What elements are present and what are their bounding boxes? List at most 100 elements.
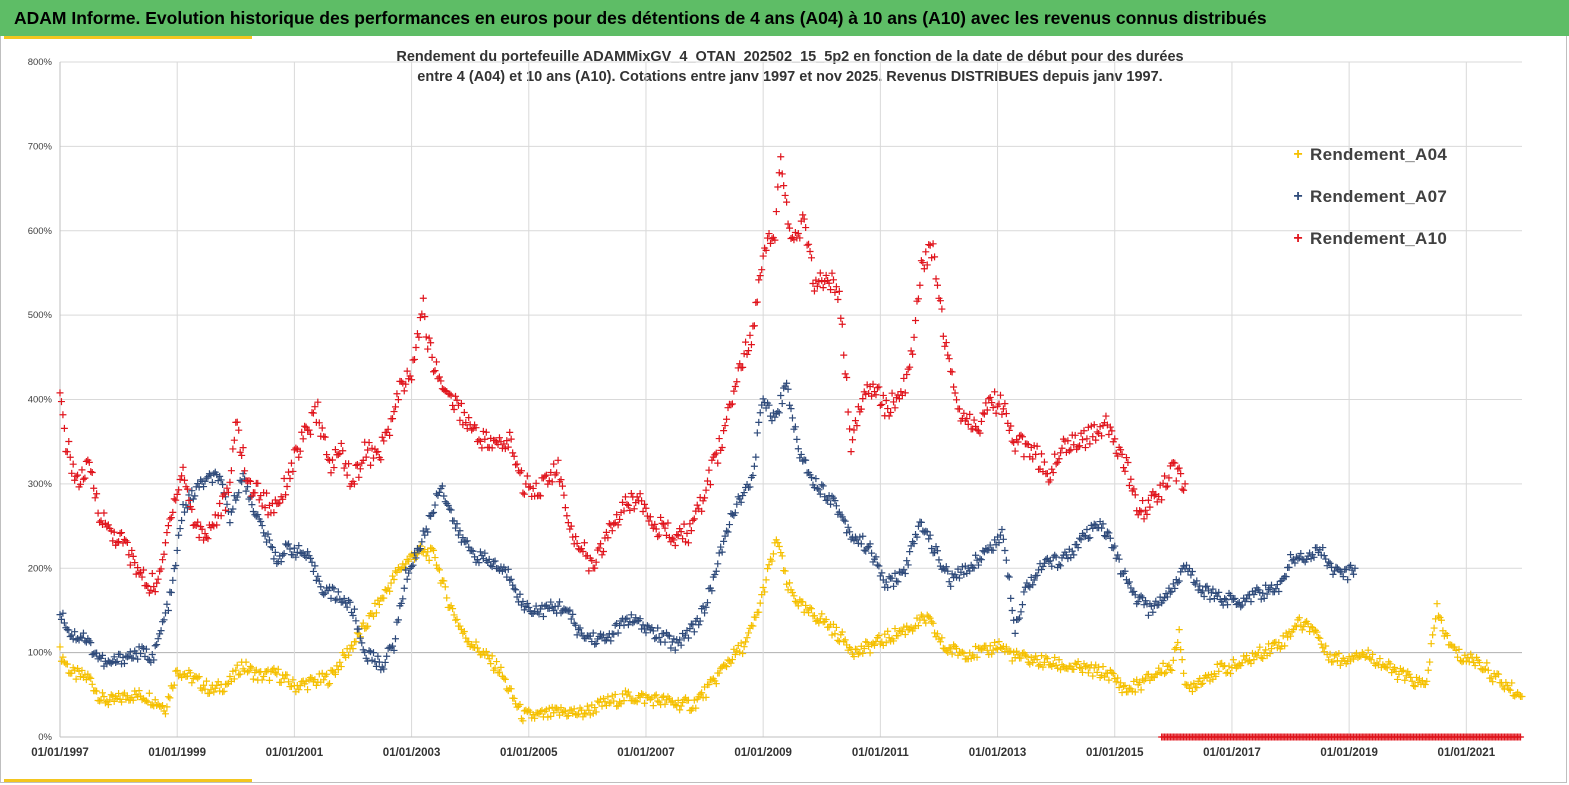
- point-a04: [632, 697, 640, 705]
- point-a04: [677, 702, 685, 710]
- point-a04: [854, 650, 862, 658]
- point-a10: [1018, 433, 1026, 441]
- point-a04: [85, 673, 93, 681]
- point-a10: [970, 416, 978, 424]
- point-a07: [1014, 615, 1022, 623]
- point-a07: [268, 543, 276, 551]
- point-a10: [805, 240, 813, 248]
- point-a07: [172, 562, 180, 570]
- point-a04: [507, 685, 515, 693]
- point-a07: [999, 535, 1007, 543]
- y-tick-label: 100%: [28, 648, 53, 659]
- point-a10: [425, 334, 433, 342]
- point-a10: [1051, 450, 1059, 458]
- point-a10: [1001, 400, 1009, 408]
- point-a07: [120, 659, 128, 667]
- point-a10: [164, 522, 172, 530]
- point-a10: [1017, 431, 1025, 439]
- point-a10: [63, 448, 71, 456]
- point-a10: [841, 370, 849, 378]
- point-a10: [645, 517, 653, 525]
- point-a04: [764, 565, 772, 573]
- point-a07: [440, 492, 448, 500]
- point-a07: [917, 518, 925, 526]
- point-a10: [810, 287, 818, 295]
- point-a07: [517, 601, 525, 609]
- point-a07: [840, 516, 848, 524]
- point-a04: [752, 613, 760, 621]
- point-a10: [573, 539, 581, 547]
- point-a10: [295, 453, 303, 461]
- point-a04: [1105, 676, 1113, 684]
- point-a10: [796, 234, 804, 242]
- point-a10: [118, 529, 126, 537]
- point-a04: [201, 685, 209, 693]
- point-a04: [973, 653, 981, 661]
- point-a04: [692, 704, 700, 712]
- x-tick-label: 01/01/1999: [148, 747, 206, 759]
- point-a10: [903, 370, 911, 378]
- point-a07: [933, 547, 941, 555]
- point-a10: [988, 399, 996, 407]
- point-a07: [649, 627, 657, 635]
- point-a10: [135, 569, 143, 577]
- point-a10: [56, 389, 64, 397]
- point-a10: [900, 374, 908, 382]
- point-a04: [170, 681, 178, 689]
- point-a10: [784, 220, 792, 228]
- point-a04: [922, 619, 930, 627]
- point-a07: [535, 610, 543, 618]
- point-a07: [578, 629, 586, 637]
- point-a10: [745, 347, 753, 355]
- point-a10: [475, 436, 483, 444]
- accent-line-bottom: [4, 779, 252, 782]
- point-a04: [743, 634, 751, 642]
- point-a07: [1068, 547, 1076, 555]
- point-a10: [536, 492, 544, 500]
- point-a07: [1074, 544, 1082, 552]
- point-a04: [265, 676, 273, 684]
- point-a04: [1476, 658, 1484, 666]
- point-a10: [923, 261, 931, 269]
- point-a07: [481, 549, 489, 557]
- point-a04: [977, 646, 985, 654]
- point-a10: [1064, 437, 1072, 445]
- point-a07: [223, 500, 231, 508]
- point-a07: [567, 615, 575, 623]
- point-a07: [112, 659, 120, 667]
- point-a04: [914, 622, 922, 630]
- point-a04: [258, 676, 266, 684]
- point-a04: [387, 579, 395, 587]
- point-a07: [352, 617, 360, 625]
- point-a04: [775, 542, 783, 550]
- point-a10: [774, 183, 782, 191]
- point-a07: [648, 624, 656, 632]
- point-a04: [1166, 666, 1174, 674]
- point-a10: [495, 434, 503, 442]
- point-a04: [769, 550, 777, 558]
- point-a10: [472, 424, 480, 432]
- point-a10: [980, 410, 988, 418]
- point-a07: [304, 548, 312, 556]
- point-a10: [254, 479, 262, 487]
- point-a10: [661, 524, 669, 532]
- point-a04: [778, 552, 786, 560]
- point-a10: [803, 241, 811, 249]
- point-a10: [397, 377, 405, 385]
- point-a07: [1112, 554, 1120, 562]
- point-a07: [1229, 595, 1237, 603]
- point-a04: [815, 619, 823, 627]
- point-a10: [68, 469, 76, 477]
- point-a10: [1092, 436, 1100, 444]
- point-a04: [1190, 679, 1198, 687]
- point-a10: [340, 464, 348, 472]
- point-a10: [655, 531, 663, 539]
- point-a04: [547, 712, 555, 720]
- point-a07: [572, 621, 580, 629]
- point-a07: [998, 525, 1006, 533]
- point-a07: [487, 561, 495, 569]
- point-a04: [737, 639, 745, 647]
- point-a07: [1291, 559, 1299, 567]
- point-a10: [345, 460, 353, 468]
- point-a10: [1121, 467, 1129, 475]
